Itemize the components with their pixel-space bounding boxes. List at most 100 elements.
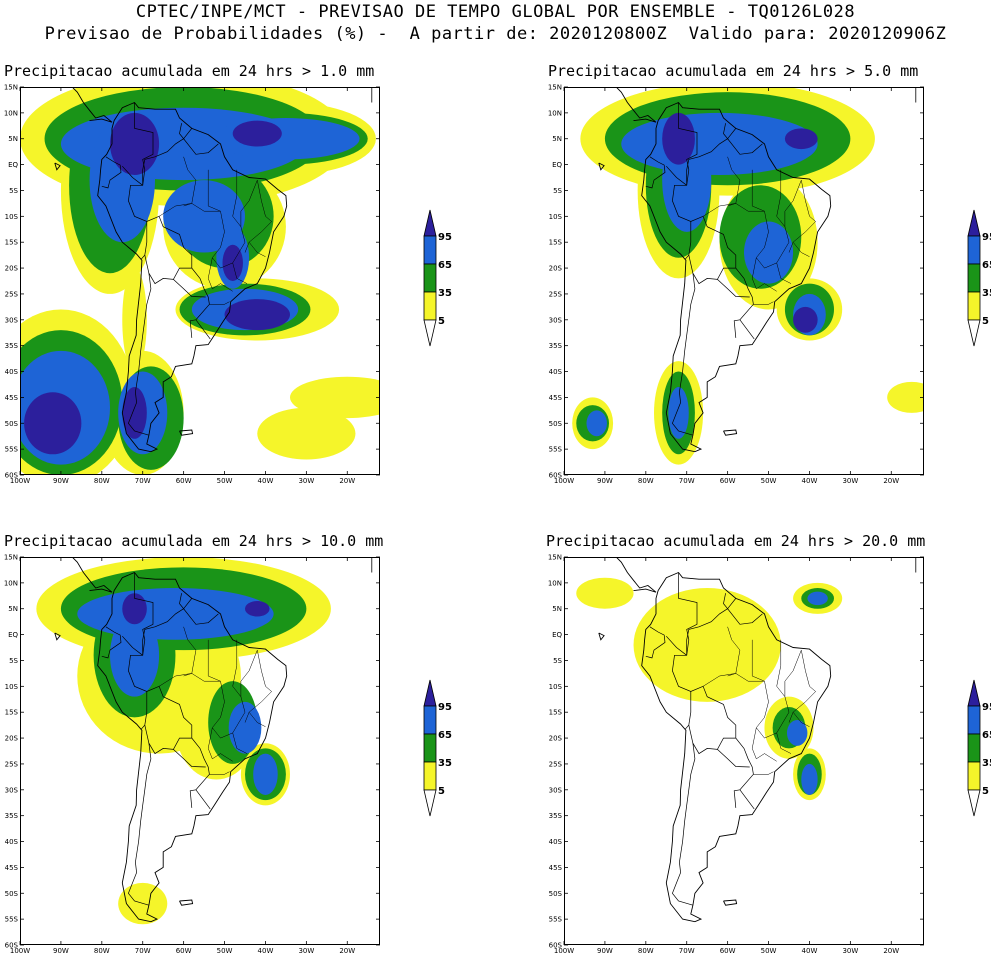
lat-tick-label: 30S	[5, 786, 19, 794]
lat-tick-label: 50S	[5, 420, 19, 428]
lon-tick-label: 80W	[638, 947, 654, 955]
lat-tick-label: 40S	[549, 838, 563, 846]
colorbar-segment	[967, 235, 981, 265]
colorbar-label: 5	[438, 786, 445, 797]
lon-tick-label: 90W	[53, 947, 69, 955]
colorbar-segment	[967, 789, 981, 817]
lon-tick-label: 60W	[176, 477, 192, 485]
map-panel-1: 15N 10N 5N EQ 5S 10S 15S 20S 25S 30S 35S 40S 45S 50S 5…	[4, 84, 452, 486]
colorbar-label: 95	[982, 232, 991, 243]
colorbar-label: 35	[438, 758, 452, 769]
probability-map-1: 15N 10N 5N EQ 5S 10S 15S 20S 25S 30S 35S 40S 45S 50S 5…	[4, 84, 452, 486]
colorbar-segment	[423, 291, 437, 321]
lat-tick-label: 5S	[553, 187, 562, 195]
lon-tick-label: 100W	[554, 947, 574, 955]
lat-tick-label: 55S	[549, 916, 563, 924]
colorbar-segment	[423, 679, 437, 707]
lon-tick-label: 40W	[258, 947, 274, 955]
map-panel-4: 15N 10N 5N EQ 5S 10S 15S 20S 25S 30S 35S 40S 45S 50S 5…	[548, 554, 991, 956]
lon-tick-label: 30W	[842, 947, 858, 955]
lat-tick-label: 55S	[5, 446, 19, 454]
lon-tick-label: 40W	[802, 477, 818, 485]
lat-tick-label: 25S	[549, 760, 563, 768]
lat-tick-label: 45S	[549, 864, 563, 872]
probability-map-3: 15N 10N 5N EQ 5S 10S 15S 20S 25S 30S 35S 40S 45S 50S 5…	[4, 554, 452, 956]
lon-tick-label: 70W	[135, 477, 151, 485]
lat-tick-label: 50S	[549, 420, 563, 428]
lat-tick-label: 10N	[548, 579, 562, 587]
lat-tick-label: 15N	[4, 84, 18, 92]
lat-tick-label: 55S	[549, 446, 563, 454]
probability-map-2: 15N 10N 5N EQ 5S 10S 15S 20S 25S 30S 35S 40S 45S 50S 5…	[548, 84, 991, 486]
lat-tick-label: 60S	[549, 942, 563, 950]
lat-tick-label: 10S	[549, 213, 563, 221]
map-panel-2: 15N 10N 5N EQ 5S 10S 15S 20S 25S 30S 35S 40S 45S 50S 5…	[548, 84, 991, 486]
colorbar-segment	[967, 319, 981, 347]
lon-tick-label: 80W	[94, 477, 110, 485]
map-frame	[20, 87, 380, 475]
colorbar-label: 65	[438, 730, 452, 741]
lat-tick-label: 45S	[5, 864, 19, 872]
colorbar-segment	[423, 209, 437, 237]
colorbar-segment	[423, 733, 437, 763]
lat-tick-label: 15N	[548, 84, 562, 92]
lat-tick-label: 5S	[9, 187, 18, 195]
lon-tick-label: 40W	[802, 947, 818, 955]
colorbar-segment	[423, 263, 437, 293]
colorbar-segment	[423, 705, 437, 735]
lon-tick-label: 90W	[597, 477, 613, 485]
lon-tick-label: 60W	[720, 477, 736, 485]
lat-tick-label: 10N	[548, 109, 562, 117]
lat-tick-label: 20S	[549, 735, 563, 743]
colorbar-segment	[423, 789, 437, 817]
lon-tick-label: 50W	[217, 477, 233, 485]
coastline	[598, 557, 832, 923]
lon-tick-label: 70W	[135, 947, 151, 955]
lon-tick-label: 20W	[339, 477, 355, 485]
lon-tick-label: 20W	[339, 947, 355, 955]
lat-tick-label: 35S	[5, 812, 19, 820]
lat-tick-label: 15S	[549, 709, 563, 717]
colorbar-label: 5	[982, 786, 989, 797]
colorbar-label: 35	[982, 758, 991, 769]
colorbar-segment	[967, 263, 981, 293]
lat-tick-label: 25S	[5, 760, 19, 768]
lon-tick-label: 20W	[883, 947, 899, 955]
lat-tick-label: 15S	[549, 239, 563, 247]
colorbar-segment	[967, 209, 981, 237]
lat-tick-label: 20S	[549, 265, 563, 273]
lat-tick-label: 50S	[5, 890, 19, 898]
lat-tick-label: 10N	[4, 109, 18, 117]
country-borders	[645, 572, 816, 906]
lat-tick-label: 20S	[5, 265, 19, 273]
lat-tick-label: 45S	[549, 394, 563, 402]
colorbar: 95 65 35 5	[967, 679, 991, 817]
lat-tick-label: 5S	[9, 657, 18, 665]
lon-tick-label: 100W	[10, 477, 30, 485]
country-borders	[101, 102, 272, 436]
lon-tick-label: 100W	[10, 947, 30, 955]
panel-2-title: Precipitacao acumulada em 24 hrs > 5.0 m…	[548, 62, 919, 80]
lat-tick-label: 50S	[549, 890, 563, 898]
colorbar-label: 95	[982, 702, 991, 713]
lat-tick-label: 30S	[549, 786, 563, 794]
lat-tick-label: 35S	[5, 342, 19, 350]
lat-tick-label: 60S	[5, 942, 19, 950]
panel-4-title: Precipitacao acumulada em 24 hrs > 20.0 …	[546, 532, 926, 550]
country-borders	[101, 572, 272, 906]
lon-tick-label: 80W	[638, 477, 654, 485]
colorbar-label: 65	[438, 260, 452, 271]
colorbar: 95 65 35 5	[423, 209, 452, 347]
lat-tick-label: 60S	[5, 472, 19, 480]
lat-tick-label: 10S	[5, 683, 19, 691]
colorbar-label: 95	[438, 232, 452, 243]
colorbar-segment	[967, 291, 981, 321]
header-title: CPTEC/INPE/MCT - PREVISAO DE TEMPO GLOBA…	[135, 2, 856, 22]
coastline	[54, 557, 288, 923]
lon-tick-label: 40W	[258, 477, 274, 485]
lat-tick-label: 55S	[5, 916, 19, 924]
lat-tick-label: 35S	[549, 342, 563, 350]
lon-tick-label: 50W	[761, 477, 777, 485]
colorbar-segment	[967, 733, 981, 763]
colorbar-segment	[423, 235, 437, 265]
